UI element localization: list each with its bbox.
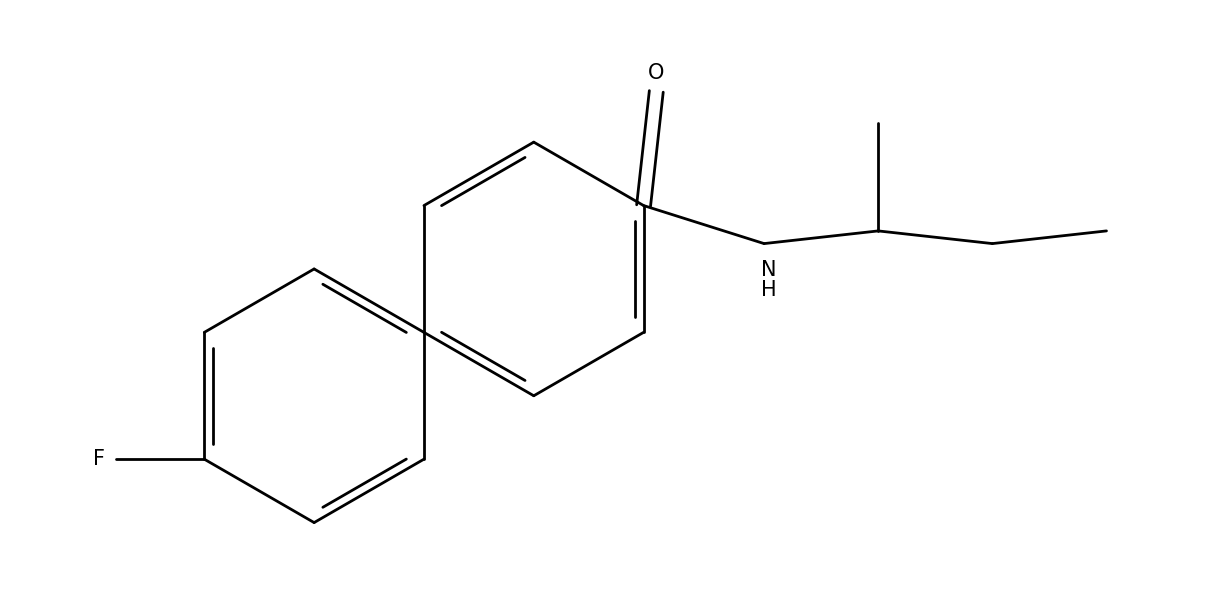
Text: F: F [93,449,105,469]
Text: O: O [648,63,665,82]
Text: N
H: N H [761,260,777,300]
